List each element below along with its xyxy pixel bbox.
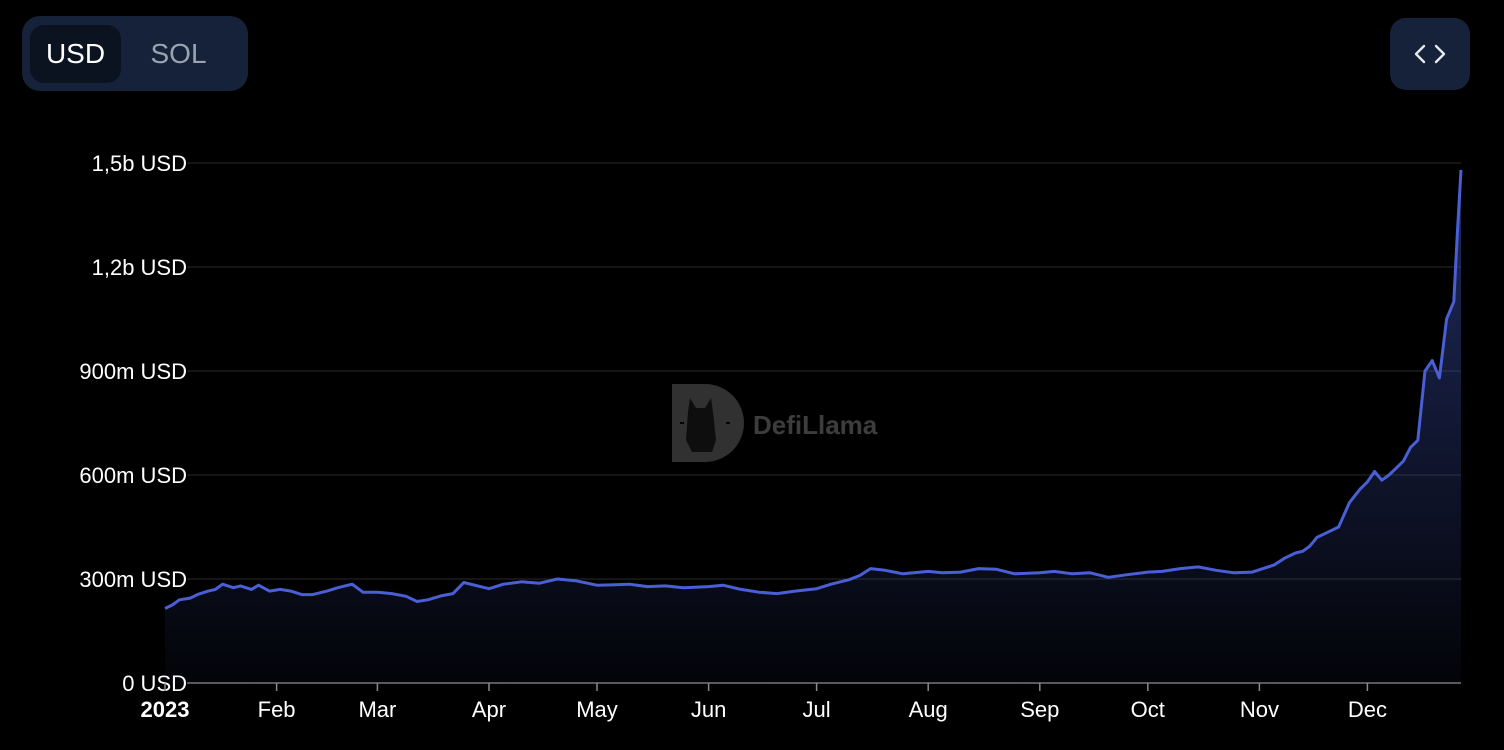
x-tick-label: Jul [803,697,831,722]
x-axis: 2023 Feb Mar Apr May Jun Jul Aug Sep Oct Nov Dec [141,683,1387,722]
x-tick-label: Sep [1020,697,1059,722]
series-line [164,169,1463,610]
code-brackets-icon [1414,44,1446,64]
x-tick-label: Oct [1131,697,1165,722]
usd-toggle-button[interactable]: USD [30,24,121,83]
x-tick-label: Mar [358,697,396,722]
y-tick-label: 600m USD [79,463,187,488]
x-tick-label: 2023 [141,697,190,722]
watermark-text: DefiLlama [753,410,878,440]
currency-toggle: USD SOL [22,16,248,91]
x-tick-label: Apr [472,697,506,722]
x-tick-label: May [576,697,618,722]
x-tick-label: Nov [1240,697,1279,722]
series-area [165,169,1461,683]
y-tick-label: 900m USD [79,359,187,384]
x-tick-label: Jun [691,697,726,722]
watermark: DefiLlama [672,384,878,462]
sol-toggle-button[interactable]: SOL [150,37,207,69]
y-tick-label: 1,5b USD [92,151,187,176]
x-tick-label: Feb [258,697,296,722]
y-tick-label: 1,2b USD [92,255,187,280]
embed-code-button[interactable] [1390,18,1470,90]
y-tick-label: 300m USD [79,567,187,592]
x-tick-label: Aug [909,697,948,722]
x-tick-label: Dec [1348,697,1387,722]
defillama-logo-icon [672,384,744,462]
y-tick-label: 0 USD [122,671,187,696]
y-axis: 0 USD 300m USD 600m USD 900m USD 1,2b USD 1,5… [79,151,187,696]
